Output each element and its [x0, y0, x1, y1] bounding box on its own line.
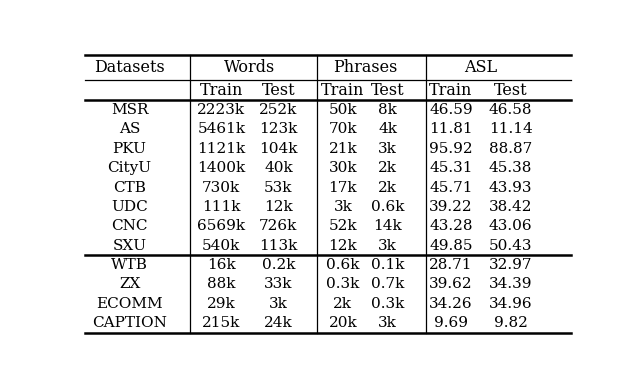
Text: 0.3k: 0.3k — [326, 277, 360, 291]
Text: 3k: 3k — [378, 142, 397, 156]
Text: SXU: SXU — [113, 238, 147, 252]
Text: CityU: CityU — [108, 161, 152, 175]
Text: 730k: 730k — [202, 180, 241, 195]
Text: 0.7k: 0.7k — [371, 277, 404, 291]
Text: PKU: PKU — [113, 142, 147, 156]
Text: 43.06: 43.06 — [489, 219, 532, 233]
Text: 45.31: 45.31 — [429, 161, 473, 175]
Text: 46.59: 46.59 — [429, 103, 473, 117]
Text: ZX: ZX — [119, 277, 140, 291]
Text: 46.58: 46.58 — [489, 103, 532, 117]
Text: 50k: 50k — [328, 103, 357, 117]
Text: 3k: 3k — [333, 200, 352, 214]
Text: CTB: CTB — [113, 180, 146, 195]
Text: 33k: 33k — [264, 277, 292, 291]
Text: 8k: 8k — [378, 103, 397, 117]
Text: WTB: WTB — [111, 258, 148, 272]
Text: 45.38: 45.38 — [489, 161, 532, 175]
Text: 12k: 12k — [328, 238, 357, 252]
Text: Test: Test — [493, 82, 527, 99]
Text: 252k: 252k — [259, 103, 298, 117]
Text: 726k: 726k — [259, 219, 298, 233]
Text: 34.26: 34.26 — [429, 296, 473, 310]
Text: Words: Words — [224, 59, 275, 76]
Text: 21k: 21k — [328, 142, 357, 156]
Text: 2k: 2k — [333, 296, 353, 310]
Text: AS: AS — [119, 123, 140, 137]
Text: 50.43: 50.43 — [489, 238, 532, 252]
Text: Train: Train — [429, 82, 473, 99]
Text: 38.42: 38.42 — [489, 200, 532, 214]
Text: CAPTION: CAPTION — [92, 316, 167, 330]
Text: 3k: 3k — [378, 238, 397, 252]
Text: 0.1k: 0.1k — [371, 258, 404, 272]
Text: 540k: 540k — [202, 238, 241, 252]
Text: 88.87: 88.87 — [489, 142, 532, 156]
Text: 34.96: 34.96 — [489, 296, 532, 310]
Text: Test: Test — [262, 82, 295, 99]
Text: 113k: 113k — [259, 238, 298, 252]
Text: 43.28: 43.28 — [429, 219, 473, 233]
Text: 4k: 4k — [378, 123, 397, 137]
Text: Test: Test — [371, 82, 404, 99]
Text: Train: Train — [200, 82, 243, 99]
Text: 1400k: 1400k — [197, 161, 246, 175]
Text: 12k: 12k — [264, 200, 292, 214]
Text: 45.71: 45.71 — [429, 180, 473, 195]
Text: CNC: CNC — [111, 219, 148, 233]
Text: 29k: 29k — [207, 296, 236, 310]
Text: 11.81: 11.81 — [429, 123, 473, 137]
Text: Phrases: Phrases — [333, 59, 397, 76]
Text: 5461k: 5461k — [197, 123, 245, 137]
Text: 17k: 17k — [328, 180, 357, 195]
Text: 95.92: 95.92 — [429, 142, 473, 156]
Text: 39.62: 39.62 — [429, 277, 473, 291]
Text: 24k: 24k — [264, 316, 292, 330]
Text: 88k: 88k — [207, 277, 236, 291]
Text: 0.6k: 0.6k — [371, 200, 404, 214]
Text: ASL: ASL — [464, 59, 497, 76]
Text: 3k: 3k — [378, 316, 397, 330]
Text: MSR: MSR — [111, 103, 148, 117]
Text: 111k: 111k — [202, 200, 241, 214]
Text: ECOMM: ECOMM — [96, 296, 163, 310]
Text: 28.71: 28.71 — [429, 258, 473, 272]
Text: 34.39: 34.39 — [489, 277, 532, 291]
Text: 39.22: 39.22 — [429, 200, 473, 214]
Text: UDC: UDC — [111, 200, 148, 214]
Text: 1121k: 1121k — [197, 142, 246, 156]
Text: 0.6k: 0.6k — [326, 258, 360, 272]
Text: 0.2k: 0.2k — [262, 258, 295, 272]
Text: 53k: 53k — [264, 180, 292, 195]
Text: 2k: 2k — [378, 180, 397, 195]
Text: 40k: 40k — [264, 161, 292, 175]
Text: 52k: 52k — [328, 219, 357, 233]
Text: 2223k: 2223k — [197, 103, 245, 117]
Text: 9.82: 9.82 — [493, 316, 527, 330]
Text: 70k: 70k — [328, 123, 357, 137]
Text: 43.93: 43.93 — [489, 180, 532, 195]
Text: Train: Train — [321, 82, 365, 99]
Text: 49.85: 49.85 — [429, 238, 473, 252]
Text: 123k: 123k — [259, 123, 298, 137]
Text: 104k: 104k — [259, 142, 298, 156]
Text: 215k: 215k — [202, 316, 241, 330]
Text: 16k: 16k — [207, 258, 236, 272]
Text: 6569k: 6569k — [197, 219, 245, 233]
Text: 3k: 3k — [269, 296, 288, 310]
Text: 9.69: 9.69 — [434, 316, 468, 330]
Text: 14k: 14k — [373, 219, 402, 233]
Text: 30k: 30k — [328, 161, 357, 175]
Text: 20k: 20k — [328, 316, 357, 330]
Text: 11.14: 11.14 — [489, 123, 532, 137]
Text: Datasets: Datasets — [94, 59, 165, 76]
Text: 32.97: 32.97 — [489, 258, 532, 272]
Text: 2k: 2k — [378, 161, 397, 175]
Text: 0.3k: 0.3k — [371, 296, 404, 310]
